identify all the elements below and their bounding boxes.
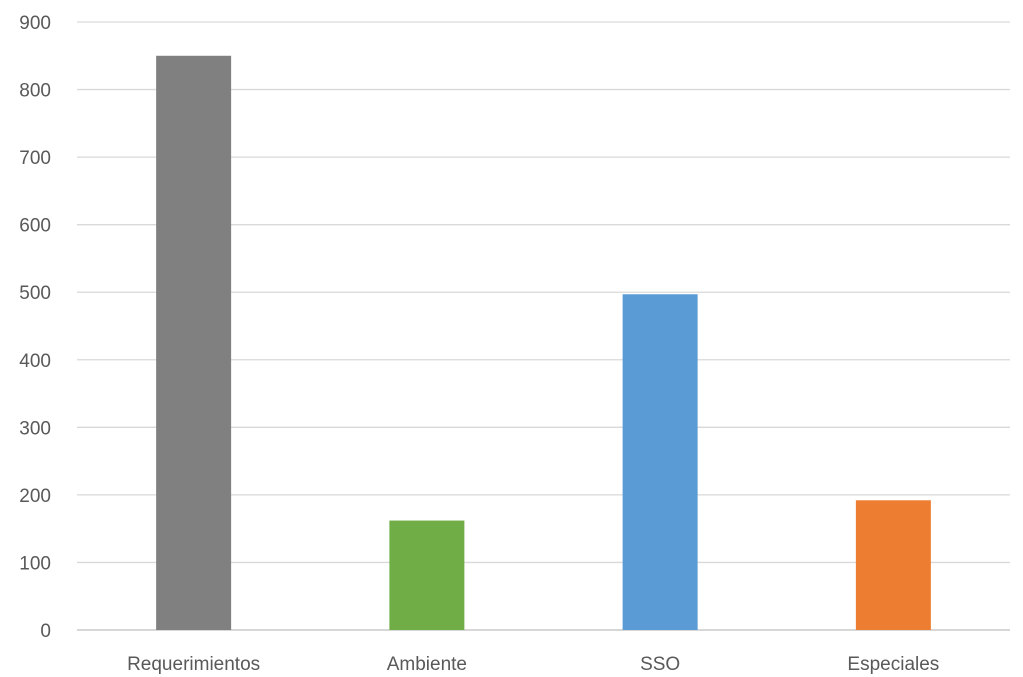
bar-sso [622, 294, 698, 630]
y-tick-label: 400 [19, 351, 51, 372]
y-tick-label: 300 [19, 418, 51, 439]
x-axis-tick-labels: Requerimientos Ambiente SSO Especiales [127, 654, 939, 675]
x-tick-label: Especiales [847, 654, 939, 675]
bar-ambiente [389, 520, 465, 630]
y-axis-tick-labels: 0 100 200 300 400 500 600 700 800 900 [19, 13, 51, 642]
y-tick-label: 0 [40, 621, 51, 642]
x-tick-label: Requerimientos [127, 654, 260, 675]
bars [156, 55, 931, 631]
y-tick-label: 100 [19, 553, 51, 574]
y-tick-label: 200 [19, 486, 51, 507]
bar-requerimientos [156, 55, 232, 631]
y-tick-label: 700 [19, 148, 51, 169]
gridlines [77, 21, 1010, 631]
y-tick-label: 900 [19, 13, 51, 34]
y-tick-label: 500 [19, 283, 51, 304]
bar-especiales [855, 500, 931, 630]
x-tick-label: SSO [640, 654, 680, 675]
x-tick-label: Ambiente [387, 654, 467, 675]
y-tick-label: 800 [19, 81, 51, 102]
y-tick-label: 600 [19, 216, 51, 237]
